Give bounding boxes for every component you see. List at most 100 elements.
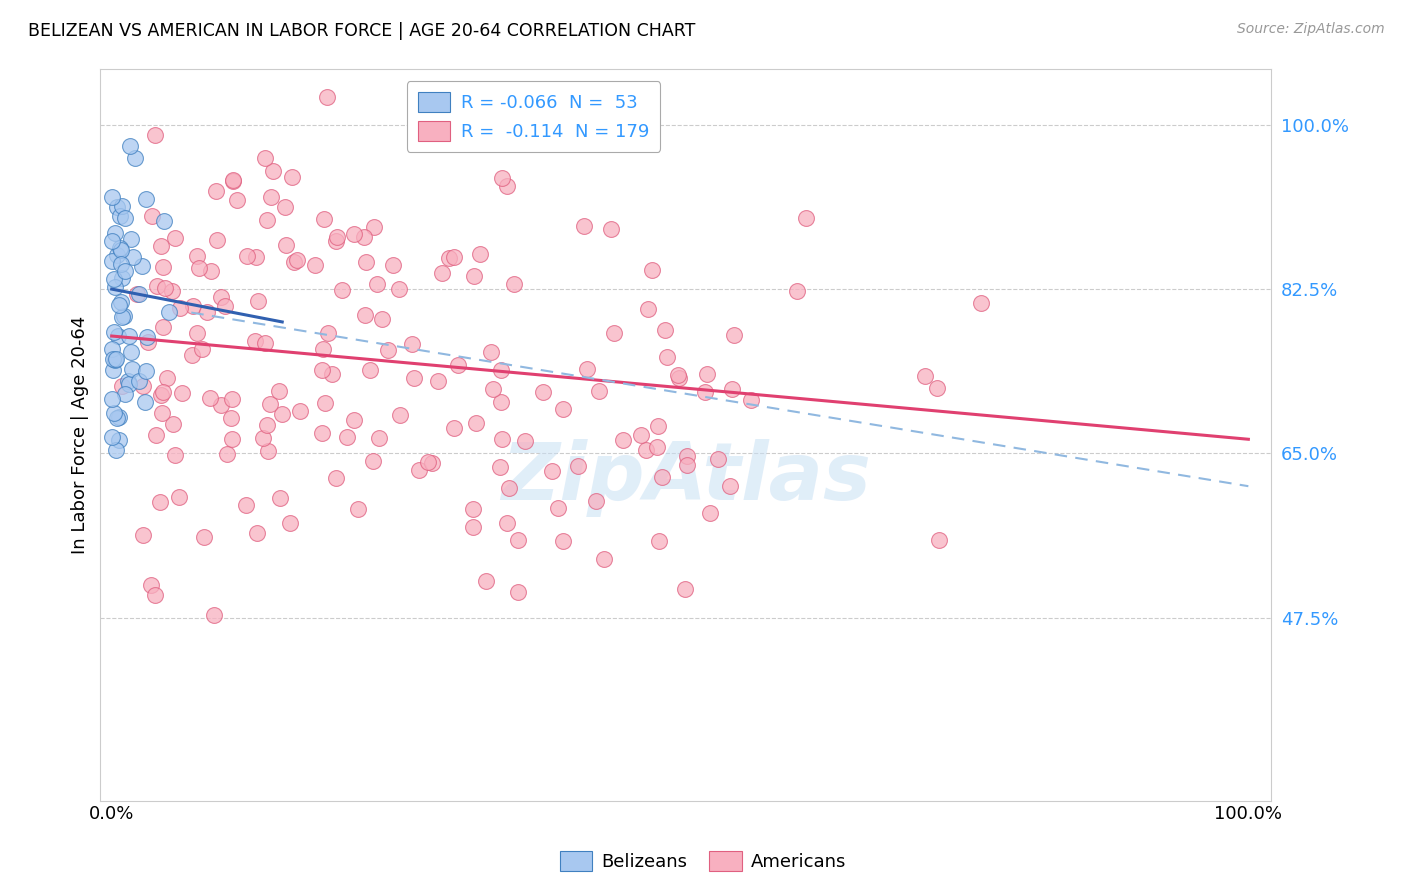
Text: Source: ZipAtlas.com: Source: ZipAtlas.com — [1237, 22, 1385, 37]
Point — [120, 139, 142, 153]
Point — [181, 299, 204, 313]
Point — [495, 516, 517, 530]
Point — [104, 442, 127, 457]
Point — [135, 193, 157, 207]
Y-axis label: In Labor Force | Age 20-64: In Labor Force | Age 20-64 — [72, 316, 89, 554]
Point — [740, 392, 762, 407]
Point — [226, 193, 249, 207]
Point — [600, 221, 623, 235]
Point — [152, 260, 174, 274]
Point — [326, 230, 349, 244]
Point — [209, 398, 232, 412]
Point — [253, 336, 276, 351]
Point — [388, 409, 411, 423]
Point — [312, 211, 335, 226]
Point — [928, 533, 950, 547]
Point — [970, 296, 993, 310]
Point — [111, 379, 134, 393]
Point — [651, 470, 673, 484]
Point — [388, 282, 411, 296]
Point — [675, 458, 697, 472]
Point — [149, 495, 172, 509]
Point — [157, 305, 180, 319]
Point — [214, 299, 236, 313]
Point — [723, 327, 745, 342]
Point — [491, 170, 513, 185]
Point — [167, 490, 190, 504]
Point — [311, 425, 333, 440]
Point — [141, 578, 163, 592]
Point — [287, 252, 309, 267]
Point — [304, 258, 326, 272]
Point — [318, 326, 340, 340]
Point — [107, 329, 129, 343]
Point — [114, 386, 136, 401]
Point — [105, 411, 128, 425]
Point — [169, 301, 191, 316]
Point — [367, 431, 389, 445]
Point — [186, 326, 208, 341]
Point — [222, 172, 245, 186]
Point — [111, 199, 134, 213]
Point — [645, 440, 668, 454]
Point — [269, 491, 291, 505]
Text: ZipAtlas: ZipAtlas — [501, 440, 870, 517]
Point — [475, 574, 498, 589]
Point — [256, 444, 278, 458]
Point — [101, 430, 124, 444]
Point — [443, 250, 465, 264]
Point — [127, 286, 149, 301]
Point — [496, 179, 519, 194]
Point — [576, 361, 599, 376]
Point — [122, 250, 145, 264]
Point — [354, 309, 377, 323]
Point — [145, 128, 167, 142]
Point — [325, 235, 347, 249]
Point — [135, 364, 157, 378]
Point — [498, 481, 520, 495]
Point — [636, 442, 658, 457]
Point — [256, 213, 278, 227]
Point — [145, 428, 167, 442]
Point — [136, 335, 159, 350]
Point — [120, 344, 142, 359]
Point — [463, 268, 485, 283]
Point — [131, 259, 153, 273]
Point — [141, 210, 163, 224]
Point — [408, 462, 430, 476]
Point — [588, 384, 610, 399]
Point — [547, 501, 569, 516]
Point — [925, 381, 948, 395]
Point — [314, 395, 336, 409]
Point — [153, 213, 176, 227]
Point — [553, 402, 575, 417]
Point — [156, 370, 179, 384]
Point — [149, 388, 172, 402]
Point — [283, 254, 305, 268]
Point — [181, 348, 204, 362]
Point — [103, 406, 125, 420]
Point — [128, 287, 150, 301]
Point — [401, 336, 423, 351]
Point — [101, 189, 124, 203]
Point — [647, 418, 669, 433]
Point — [695, 384, 717, 399]
Point — [132, 379, 155, 393]
Point — [246, 526, 269, 541]
Point — [612, 433, 634, 447]
Point — [371, 312, 394, 326]
Point — [209, 290, 232, 304]
Point — [676, 449, 699, 463]
Point — [696, 367, 718, 381]
Point — [121, 362, 143, 376]
Point — [259, 190, 281, 204]
Point — [271, 407, 294, 421]
Point — [254, 151, 277, 165]
Text: BELIZEAN VS AMERICAN IN LABOR FORCE | AGE 20-64 CORRELATION CHART: BELIZEAN VS AMERICAN IN LABOR FORCE | AG… — [28, 22, 696, 40]
Legend: Belizeans, Americans: Belizeans, Americans — [553, 844, 853, 879]
Point — [488, 459, 510, 474]
Point — [640, 262, 662, 277]
Point — [101, 343, 124, 357]
Point — [567, 458, 589, 473]
Point — [336, 430, 359, 444]
